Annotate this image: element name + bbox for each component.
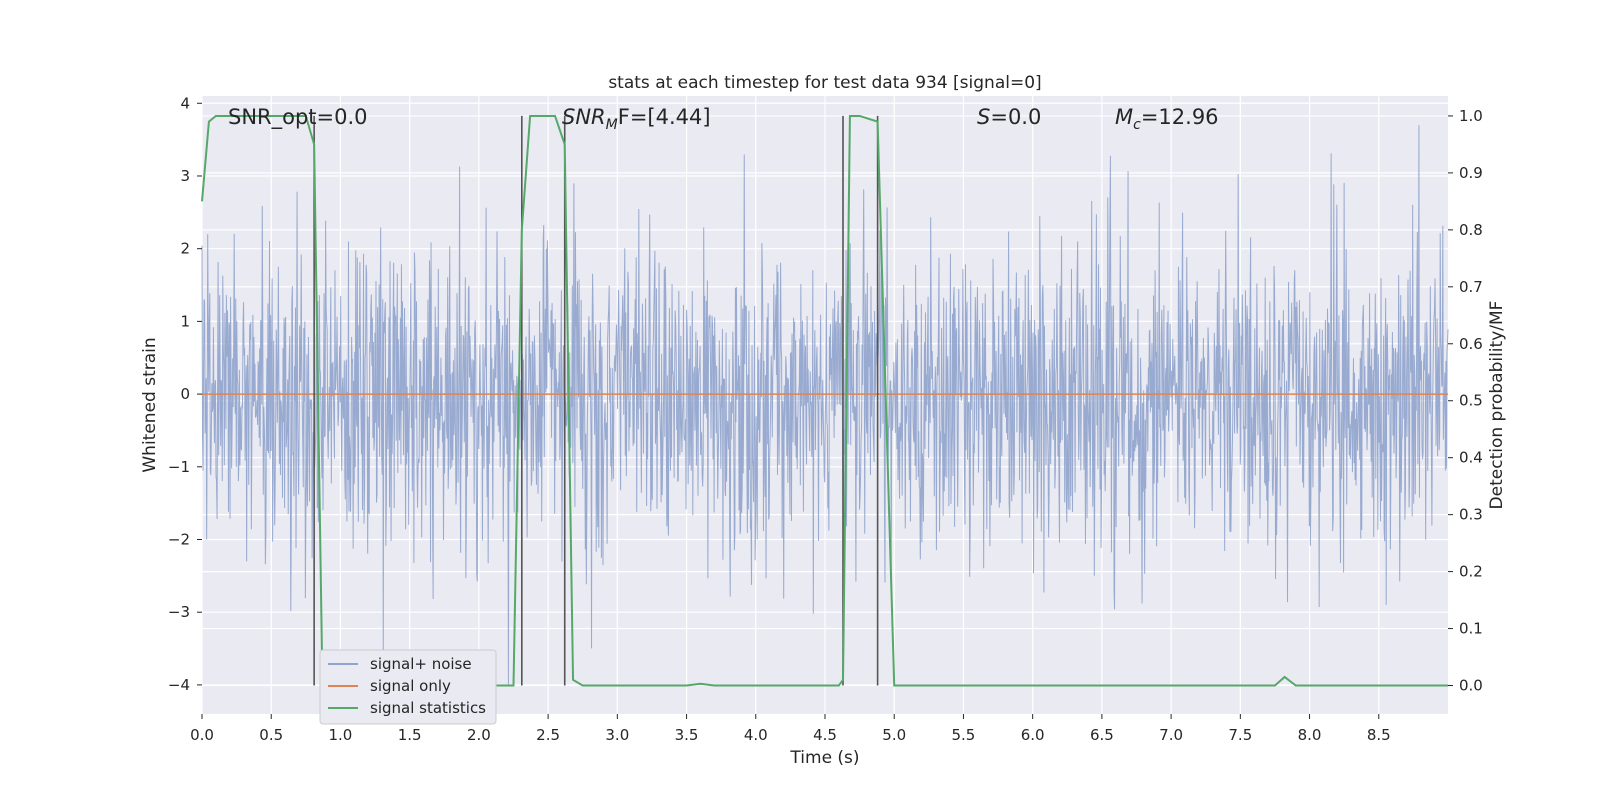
x-tick-label: 2.0 [467, 726, 491, 744]
right-y-tick-label: 0.2 [1459, 563, 1483, 581]
y-tick-label: −3 [168, 603, 190, 621]
y-tick-label: 4 [180, 94, 190, 112]
x-tick-label: 7.0 [1159, 726, 1183, 744]
legend-label-signal-statistics: signal statistics [370, 699, 486, 717]
y-axis-label: Whitened strain [140, 337, 160, 472]
right-y-tick-label: 0.7 [1459, 278, 1483, 296]
snr-mf-prefix: SNR [562, 105, 606, 129]
right-y-tick-label: 0.4 [1459, 449, 1483, 467]
y-tick-label: −2 [168, 531, 190, 549]
x-tick-label: 1.5 [398, 726, 422, 744]
right-y-tick-label: 0.1 [1459, 620, 1483, 638]
right-y-tick-label: 0.8 [1459, 221, 1483, 239]
x-tick-label: 0.0 [190, 726, 214, 744]
mc-sub: c [1133, 117, 1141, 133]
x-tick-label: 4.0 [744, 726, 768, 744]
signal-statistics-line [201, 114, 1448, 687]
mc-annotation: Mc=12.96 [1115, 105, 1219, 133]
signal-statistics-series [201, 114, 1448, 687]
x-tick-label: 2.5 [536, 726, 560, 744]
snr-mf-rest: F=[4.44] [618, 105, 711, 129]
x-tick-label: 6.5 [1090, 726, 1114, 744]
y-tick-label: 3 [180, 167, 190, 185]
y-axis-ticks: −4 −3 −2 −1 0 1 2 3 4 [168, 94, 202, 694]
x-tick-label: 6.0 [1021, 726, 1045, 744]
right-y-tick-label: 0.6 [1459, 335, 1483, 353]
right-y-tick-label: 0.9 [1459, 164, 1483, 182]
snr-opt-annotation: SNR_opt=0.0 [228, 105, 368, 130]
x-tick-label: 5.5 [952, 726, 976, 744]
y-tick-label: 2 [180, 240, 190, 258]
legend-label-signal-noise: signal+ noise [370, 655, 472, 673]
x-tick-label: 4.5 [813, 726, 837, 744]
x-tick-label: 8.0 [1298, 726, 1322, 744]
legend-label-signal-only: signal only [370, 677, 451, 695]
legend-box [319, 649, 497, 725]
y-tick-label: 1 [180, 312, 190, 330]
right-y-axis-ticks: 0.0 0.1 0.2 0.3 0.4 0.5 0.6 0.7 0.8 0.9 1.0 [1448, 107, 1483, 695]
snr-mf-sub: M [606, 117, 618, 133]
x-tick-label: 8.5 [1367, 726, 1391, 744]
s-annotation: S=0.0 [977, 105, 1041, 129]
legend: signal+ noise signal only signal statist… [319, 649, 497, 725]
x-tick-label: 3.0 [605, 726, 629, 744]
mc-var: M [1115, 105, 1133, 129]
y-tick-label: 0 [180, 385, 190, 403]
x-tick-label: 3.5 [675, 726, 699, 744]
x-tick-label: 0.5 [259, 726, 283, 744]
x-axis-ticks: 0.0 0.5 1.0 1.5 2.0 2.5 3.0 3.5 4.0 4.5 5.0 5.5 6.0 6… [190, 714, 1391, 744]
vertical-markers [313, 115, 879, 686]
s-var: S [977, 105, 990, 129]
x-tick-label: 5.0 [882, 726, 906, 744]
y-tick-label: −1 [168, 458, 190, 476]
snr-mf-annotation: SNRMF=[4.44] [562, 105, 711, 133]
s-rest: =0.0 [990, 105, 1041, 129]
right-y-tick-label: 1.0 [1459, 107, 1483, 125]
chart-title: stats at each timestep for test data 934… [608, 73, 1041, 93]
right-y-tick-label: 0.3 [1459, 506, 1483, 524]
mc-rest: =12.96 [1141, 105, 1219, 129]
x-axis-label: Time (s) [789, 748, 859, 768]
right-y-axis-label: Detection probability/MF [1487, 301, 1507, 510]
right-y-tick-label: 0.0 [1459, 677, 1483, 695]
right-y-tick-label: 0.5 [1459, 392, 1483, 410]
x-tick-label: 1.0 [329, 726, 353, 744]
x-tick-label: 7.5 [1228, 726, 1252, 744]
signal-noise-series [201, 125, 1449, 685]
y-tick-label: −4 [168, 676, 190, 694]
signal-noise-trace [201, 125, 1449, 685]
